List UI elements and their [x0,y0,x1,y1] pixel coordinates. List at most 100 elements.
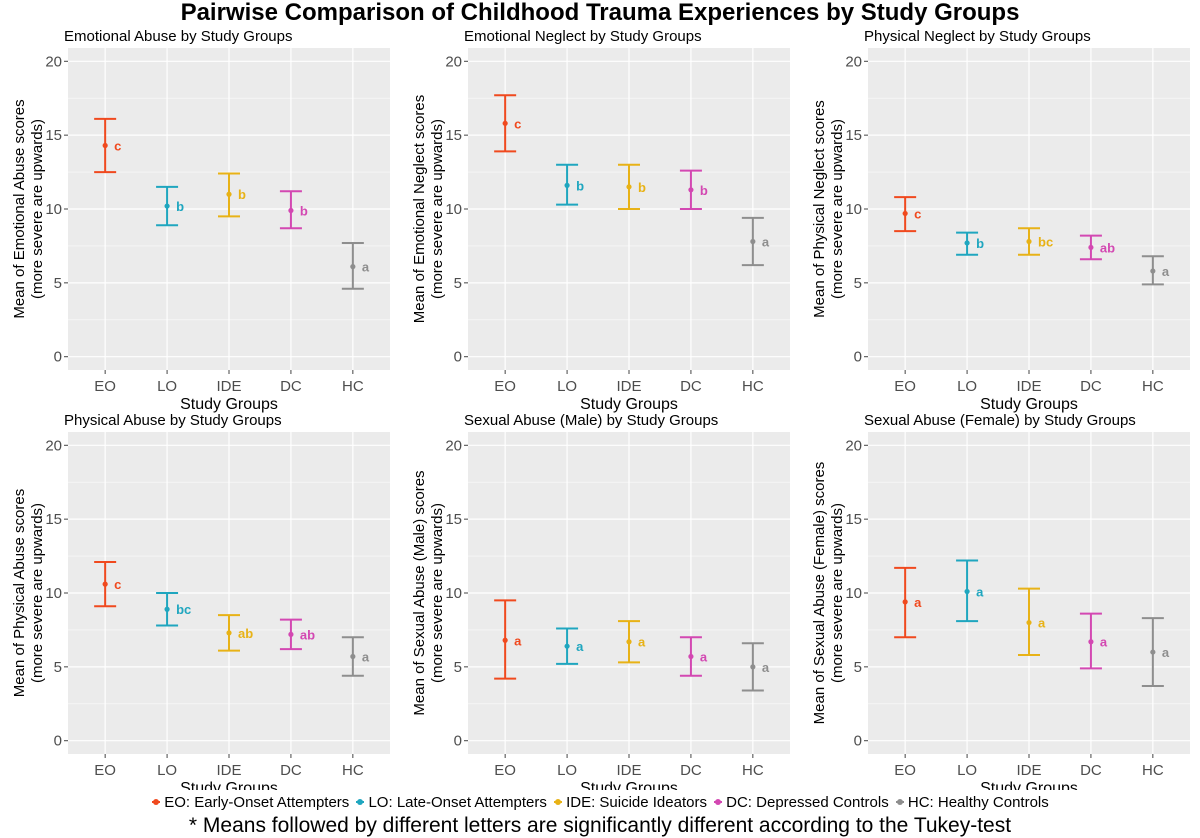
y-tick-label: 15 [45,127,62,144]
x-tick-label-dc: DC [680,378,702,395]
panel-title: Physical Abuse by Study Groups [64,412,282,429]
panel-emotional-neglect-by-study-groups: 0 5 10 15 20 EO LO IDE DC HC c b b b a Emotional Neglec… [411,28,790,413]
mean-point-dc [1088,244,1094,251]
y-tick-label: 0 [54,733,62,750]
mean-point-eo [902,210,908,217]
legend-item-hc: HC: Healthy Controls [895,793,1049,813]
y-axis-label-line2: (more severe are upwards) [29,503,46,683]
x-tick-label-lo: LO [157,762,177,779]
significance-letter-eo: c [914,206,921,221]
legend-item-lo: LO: Late-Onset Attempters [355,793,547,813]
y-tick-label: 10 [445,585,462,602]
mean-point-ide [1026,238,1032,245]
x-tick-label-lo: LO [157,378,177,395]
x-tick-label-eo: EO [94,378,116,395]
significance-letter-ide: a [1038,616,1046,631]
y-axis-label-line2: (more severe are upwards) [829,503,846,683]
significance-letter-ide: bc [1038,234,1053,249]
significance-letter-eo: c [114,138,121,153]
x-axis-label: Study Groups [180,396,278,413]
x-tick-label-dc: DC [1080,762,1102,779]
significance-letter-hc: a [762,234,770,249]
significance-letter-ide: a [638,635,646,650]
x-axis-label: Study Groups [580,396,678,413]
mean-point-lo [564,182,570,188]
mean-point-eo [502,637,508,643]
y-tick-label: 5 [454,659,462,676]
x-tick-label-eo: EO [494,762,516,779]
y-tick-label: 0 [854,349,862,366]
mean-point-hc [750,238,756,245]
y-tick-label: 15 [845,511,862,528]
mean-point-eo [902,599,908,605]
x-tick-label-hc: HC [1142,378,1164,395]
x-tick-label-ide: IDE [216,762,241,779]
mean-point-lo [964,588,970,595]
mean-point-hc [750,664,756,670]
y-tick-label: 15 [445,127,462,144]
mean-point-ide [226,191,232,197]
x-tick-label-dc: DC [1080,378,1102,395]
significance-letter-lo: a [976,585,984,600]
y-axis-label-line1: Mean of Physical Neglect scores [811,100,828,318]
x-axis-label: Study Groups [980,780,1078,790]
y-tick-label: 0 [854,733,862,750]
y-tick-label: 15 [445,511,462,528]
y-tick-label: 10 [845,201,862,218]
panel-title: Emotional Abuse by Study Groups [64,28,292,45]
significance-letter-lo: a [576,639,584,654]
y-axis-label-line1: Mean of Sexual Abuse (Female) scores [811,462,828,725]
footnote: * Means followed by different letters ar… [188,814,1012,837]
legend-item-dc: DC: Depressed Controls [713,793,889,813]
significance-letter-ide: b [638,180,646,195]
y-tick-label: 5 [854,275,862,292]
mean-point-ide [626,639,632,645]
mean-point-dc [688,187,694,193]
legend-key-hc [895,795,905,809]
y-axis-label-line1: Mean of Emotional Neglect scores [411,95,428,323]
y-axis-label-line2: (more severe are upwards) [429,119,446,299]
panel-title: Sexual Abuse (Male) by Study Groups [464,412,718,429]
y-tick-label: 0 [54,349,62,366]
x-tick-label-lo: LO [957,762,977,779]
mean-point-eo [102,142,108,149]
y-tick-label: 20 [45,53,62,70]
y-axis-label-line1: Mean of Sexual Abuse (Male) scores [411,470,428,715]
significance-letter-dc: b [700,183,708,198]
mean-point-ide [226,630,232,636]
x-tick-label-dc: DC [280,762,302,779]
legend-item-ide: IDE: Suicide Ideators [553,793,707,813]
panel-physical-neglect-by-study-groups: 0 5 10 15 20 EO LO IDE DC HC c b bc ab a Physical Negle… [811,28,1190,413]
legend-label-eo: EO: Early-Onset Attempters [164,794,350,811]
mean-point-hc [350,653,356,660]
y-tick-label: 0 [454,733,462,750]
legend-item-eo: EO: Early-Onset Attempters [151,793,349,813]
x-tick-label-eo: EO [494,378,516,395]
legend-key-ide [553,795,563,809]
legend-key-lo [355,795,365,809]
y-axis-label-line2: (more severe are upwards) [429,503,446,683]
legend-key-dc [713,795,723,809]
mean-point-dc [688,653,694,660]
x-tick-label-hc: HC [342,762,364,779]
x-axis-label: Study Groups [180,780,278,790]
mean-point-lo [164,606,170,612]
mean-point-hc [1150,268,1156,274]
x-tick-label-lo: LO [557,762,577,779]
y-tick-label: 5 [854,659,862,676]
y-tick-label: 0 [454,349,462,366]
panel-title: Physical Neglect by Study Groups [864,28,1091,45]
significance-letter-dc: a [1100,635,1108,650]
legend-key-eo [151,795,161,809]
x-tick-label-hc: HC [742,762,764,779]
legend-label-ide: IDE: Suicide Ideators [566,794,707,811]
significance-letter-eo: a [514,633,522,648]
y-axis-label-line1: Mean of Physical Abuse scores [11,489,28,697]
significance-letter-hc: a [762,660,770,675]
y-tick-label: 10 [45,585,62,602]
significance-letter-dc: a [700,650,708,665]
mean-point-dc [288,207,294,214]
panel-sexual-abuse-female-by-study-groups: 0 5 10 15 20 EO LO IDE DC HC a a a a a Sexual Abuse (Fe… [811,412,1190,790]
x-tick-label-eo: EO [894,378,916,395]
y-axis-label-line2: (more severe are upwards) [29,119,46,299]
